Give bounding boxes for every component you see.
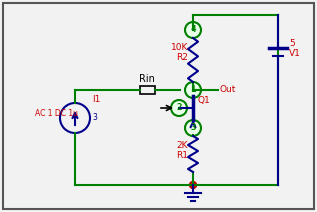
Text: 5: 5 — [289, 39, 295, 49]
Text: 2: 2 — [176, 103, 182, 113]
Text: V1: V1 — [289, 49, 301, 59]
Bar — [140, 86, 155, 94]
Text: Q1: Q1 — [198, 95, 211, 105]
Text: 4: 4 — [190, 25, 196, 35]
Text: I1: I1 — [92, 95, 100, 105]
Circle shape — [171, 100, 187, 116]
Circle shape — [190, 181, 197, 188]
Text: 10K: 10K — [171, 43, 188, 53]
Text: 1: 1 — [190, 85, 196, 95]
Text: R1: R1 — [176, 152, 188, 160]
Text: 3: 3 — [92, 113, 97, 123]
Circle shape — [185, 82, 201, 98]
Text: 3: 3 — [190, 124, 196, 132]
Circle shape — [185, 120, 201, 136]
Text: Out: Out — [220, 85, 236, 93]
Text: Rin: Rin — [139, 74, 155, 84]
Text: AC 1 DC 1u: AC 1 DC 1u — [35, 109, 78, 117]
Text: R2: R2 — [176, 53, 188, 63]
Circle shape — [185, 22, 201, 38]
Text: 2K: 2K — [177, 141, 188, 151]
